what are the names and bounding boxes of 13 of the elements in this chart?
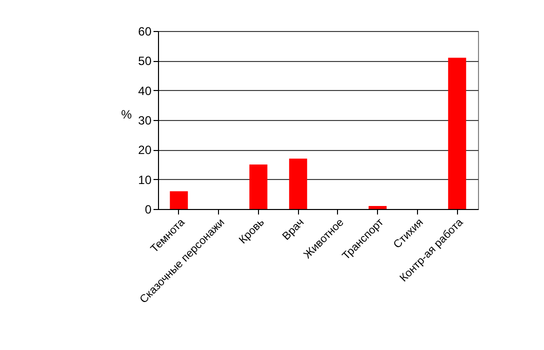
y-tick-label: 50 [138,54,152,68]
y-tick-label: 40 [138,84,152,98]
bar [289,158,308,209]
bar [368,206,387,209]
bar [170,191,188,209]
bar [249,164,268,209]
y-axis-title: % [121,108,132,122]
y-tick-label: 20 [138,143,152,158]
y-tick-label: 30 [138,114,152,128]
y-tick-label: 0 [144,202,152,216]
y-tick-label: 10 [138,172,152,187]
bar [448,58,466,209]
y-tick-label: 60 [138,24,152,38]
